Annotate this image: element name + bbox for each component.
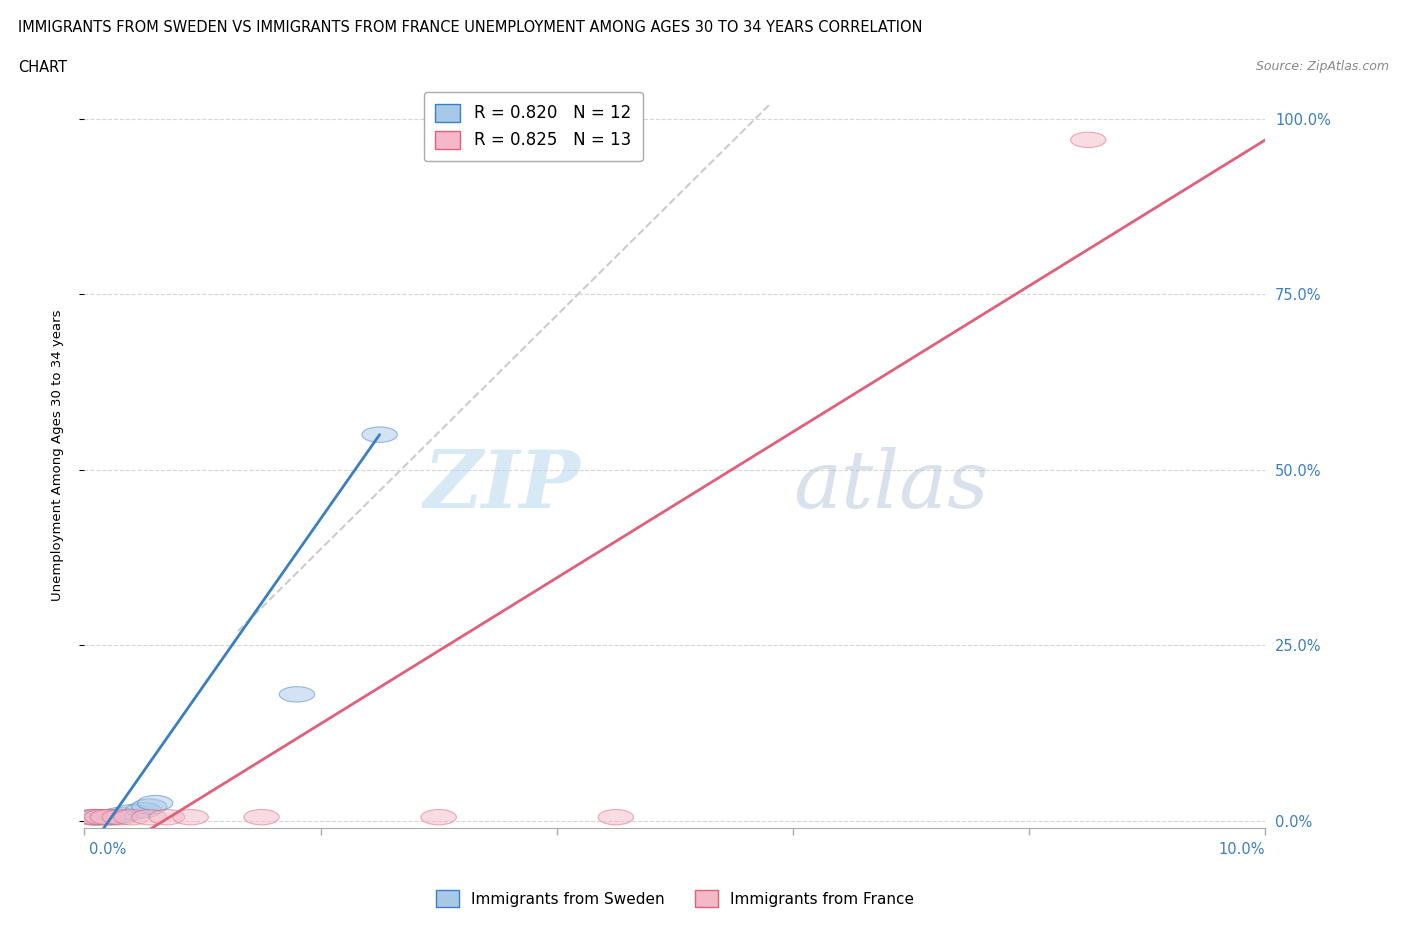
Text: 0.0%: 0.0% — [89, 842, 125, 857]
Text: 10.0%: 10.0% — [1219, 842, 1265, 857]
Ellipse shape — [114, 809, 149, 825]
Ellipse shape — [138, 795, 173, 811]
Ellipse shape — [243, 809, 280, 825]
Ellipse shape — [598, 809, 634, 825]
Ellipse shape — [1070, 132, 1107, 148]
Ellipse shape — [76, 809, 111, 825]
Text: Source: ZipAtlas.com: Source: ZipAtlas.com — [1256, 60, 1389, 73]
Ellipse shape — [90, 809, 125, 825]
Ellipse shape — [79, 809, 114, 825]
Ellipse shape — [84, 809, 120, 825]
Ellipse shape — [125, 803, 162, 817]
Ellipse shape — [173, 809, 208, 825]
Ellipse shape — [132, 799, 167, 815]
Ellipse shape — [103, 807, 138, 823]
Legend: Immigrants from Sweden, Immigrants from France: Immigrants from Sweden, Immigrants from … — [430, 884, 920, 913]
Ellipse shape — [90, 809, 125, 825]
Y-axis label: Unemployment Among Ages 30 to 34 years: Unemployment Among Ages 30 to 34 years — [51, 310, 63, 602]
Ellipse shape — [73, 809, 108, 825]
Ellipse shape — [149, 809, 184, 825]
Ellipse shape — [96, 809, 132, 825]
Ellipse shape — [103, 809, 138, 825]
Ellipse shape — [280, 686, 315, 702]
Ellipse shape — [420, 809, 457, 825]
Ellipse shape — [114, 804, 149, 820]
Ellipse shape — [132, 809, 167, 825]
Ellipse shape — [361, 427, 398, 443]
Text: ZIP: ZIP — [423, 446, 581, 525]
Text: CHART: CHART — [18, 60, 67, 75]
Text: atlas: atlas — [793, 446, 988, 525]
Ellipse shape — [84, 809, 120, 825]
Legend: R = 0.820   N = 12, R = 0.825   N = 13: R = 0.820 N = 12, R = 0.825 N = 13 — [423, 92, 643, 161]
Text: IMMIGRANTS FROM SWEDEN VS IMMIGRANTS FROM FRANCE UNEMPLOYMENT AMONG AGES 30 TO 3: IMMIGRANTS FROM SWEDEN VS IMMIGRANTS FRO… — [18, 20, 922, 35]
Ellipse shape — [79, 809, 114, 825]
